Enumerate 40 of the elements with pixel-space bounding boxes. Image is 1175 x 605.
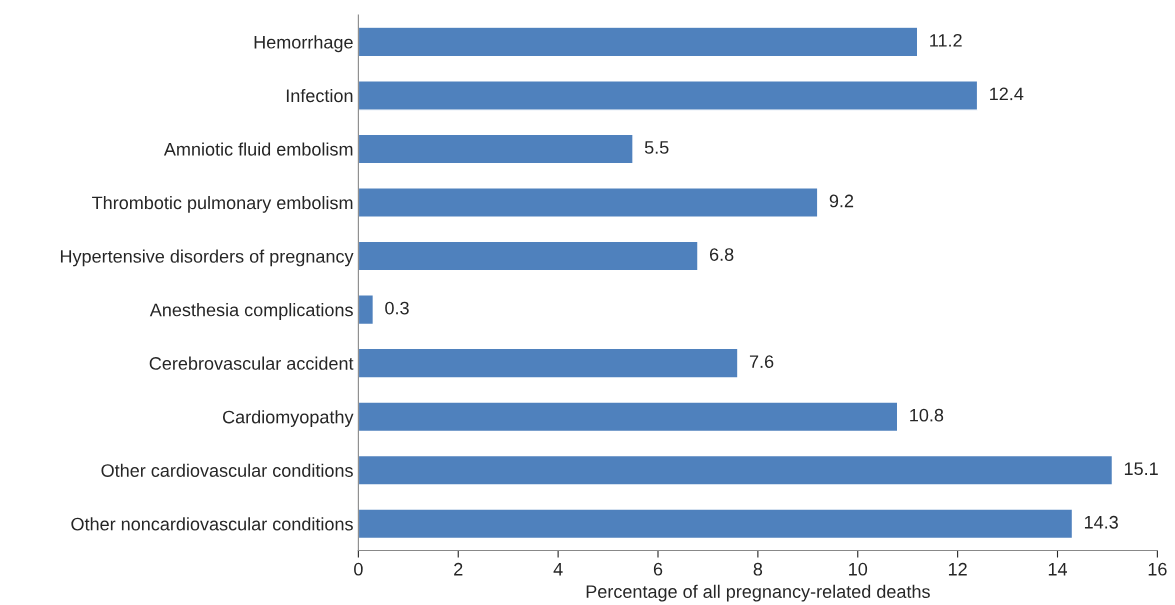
x-axis-title: Percentage of all pregnancy-related deaths [586, 584, 930, 602]
x-tick-label: 4 [553, 563, 563, 576]
y-tick-label: Other noncardiovascular conditions [71, 517, 353, 531]
data-label: 15.1 [1124, 462, 1158, 476]
data-label: 0.3 [385, 301, 409, 315]
data-label: 14.3 [1084, 515, 1118, 529]
bar [358, 80, 979, 111]
bar [358, 454, 1114, 486]
bar [358, 133, 634, 165]
bar [358, 240, 699, 272]
x-tick-label: 12 [948, 562, 967, 576]
data-label: 9.2 [829, 194, 854, 208]
y-tick-label: Other cardiovascular conditions [101, 463, 353, 477]
x-tick-label: 0 [354, 562, 363, 576]
data-label: 6.8 [709, 248, 734, 261]
bar [358, 187, 819, 218]
bar [358, 508, 1074, 540]
y-tick-label: Amniotic fluid embolism [163, 142, 353, 156]
x-tick-label: 8 [753, 562, 763, 576]
y-tick-label: Anesthesia complications [149, 303, 353, 320]
y-tick-label: Hemorrhage [254, 35, 353, 53]
bar [358, 294, 375, 326]
y-tick-label: Thrombotic pulmonary embolism [92, 195, 353, 213]
data-label: 12.4 [990, 87, 1024, 101]
y-tick-label: Hypertensive disorders of pregnancy [60, 249, 354, 267]
bar [358, 26, 919, 58]
data-label: 7.6 [749, 355, 774, 368]
y-tick-label: Cerebrovascular accident [149, 356, 354, 370]
bar [358, 401, 899, 433]
x-tick-label: 10 [849, 562, 868, 576]
bar [358, 347, 739, 379]
y-tick-label: Cardiomyopathy [222, 410, 354, 427]
data-label: 11.2 [930, 33, 962, 47]
x-tick-label: 14 [1048, 563, 1068, 576]
y-tick-label: Infection [286, 88, 353, 103]
data-label: 5.5 [644, 141, 669, 154]
x-tick-label: 16 [1148, 562, 1167, 576]
x-tick-label: 6 [653, 562, 663, 576]
data-label: 10.8 [910, 408, 944, 422]
x-tick-label: 2 [454, 562, 463, 576]
